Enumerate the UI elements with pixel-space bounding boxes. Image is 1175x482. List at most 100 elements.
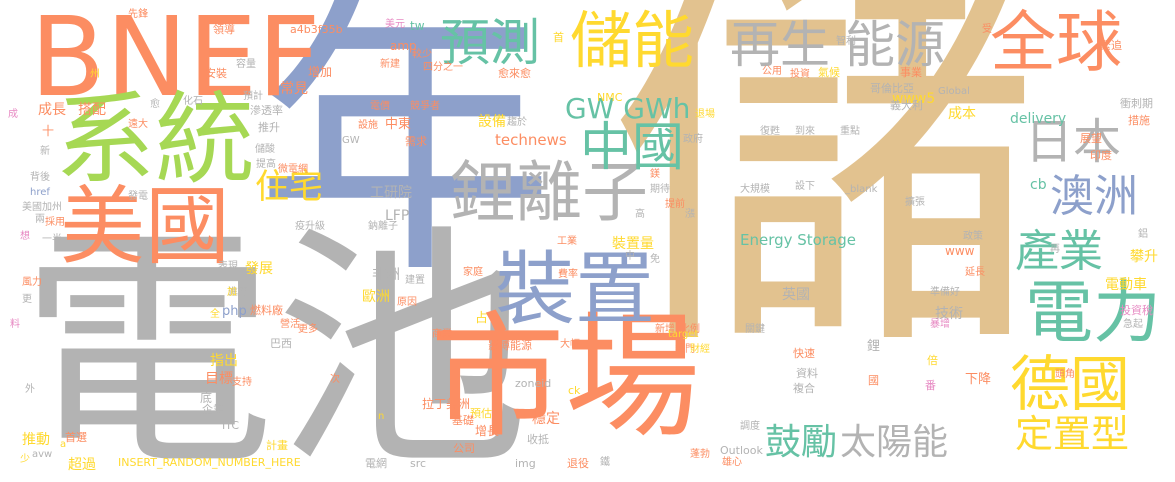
cloud-word: 電網 bbox=[365, 457, 387, 470]
cloud-word: 技術 bbox=[935, 306, 963, 322]
cloud-word: 急起 bbox=[1123, 319, 1143, 330]
cloud-word: 料 bbox=[10, 319, 20, 330]
cloud-word: 蓬勃 bbox=[690, 449, 710, 460]
cloud-word: 哥倫比亞 bbox=[870, 82, 914, 95]
cloud-word: 衝刺期 bbox=[1120, 97, 1153, 110]
cloud-word: 英國 bbox=[782, 287, 810, 303]
cloud-word: INSERT_RANDOM_NUMBER_HERE bbox=[118, 456, 301, 469]
cloud-word: 少 bbox=[20, 454, 30, 465]
cloud-word: LFP bbox=[385, 208, 410, 224]
cloud-word: 發展 bbox=[245, 261, 273, 277]
cloud-word: 燃料廠 bbox=[250, 304, 283, 317]
cloud-word: 州 bbox=[90, 69, 100, 80]
cloud-word: php bbox=[222, 304, 247, 319]
cloud-word: 電動車 bbox=[1105, 277, 1147, 293]
cloud-word: 裝置 bbox=[495, 243, 655, 336]
cloud-word: 四分之一 bbox=[423, 62, 463, 73]
cloud-word: 採用 bbox=[45, 217, 65, 228]
cloud-word: 雄心 bbox=[722, 457, 742, 468]
cloud-word: 十 bbox=[42, 124, 55, 138]
cloud-word: 趨於 bbox=[507, 117, 527, 128]
cloud-word: zoneid bbox=[515, 377, 552, 390]
cloud-word: 成 bbox=[8, 109, 18, 120]
cloud-word: 電價 bbox=[370, 101, 390, 112]
cloud-word: ITC bbox=[222, 419, 239, 432]
cloud-word: 表現 bbox=[218, 261, 238, 272]
cloud-word: 調度 bbox=[740, 421, 760, 432]
cloud-word: 全 bbox=[210, 309, 220, 320]
cloud-word: 準備好 bbox=[930, 287, 960, 298]
cloud-word: 擴張 bbox=[905, 197, 925, 208]
cloud-word: 一半 bbox=[42, 234, 62, 245]
cloud-word: 漲 bbox=[685, 209, 695, 220]
cloud-word: 影博能源 bbox=[488, 339, 532, 352]
cloud-word: 市場 bbox=[430, 299, 700, 456]
cloud-word: 鋰 bbox=[867, 339, 881, 354]
cloud-word: Energy Storage bbox=[740, 231, 856, 249]
cloud-word: 較少 bbox=[412, 49, 432, 60]
cloud-word: 遠大 bbox=[128, 119, 148, 130]
cloud-word: 免 bbox=[650, 254, 660, 265]
cloud-word: 鈉離子 bbox=[368, 221, 398, 232]
cloud-word: 印度 bbox=[1090, 149, 1112, 162]
cloud-word: 需求 bbox=[405, 135, 427, 148]
cloud-word: 定置型 bbox=[1015, 412, 1130, 456]
cloud-word: 預計 bbox=[243, 91, 263, 102]
cloud-word: 產業 bbox=[1015, 226, 1103, 277]
cloud-word: 愈來愈 bbox=[498, 67, 531, 80]
cloud-word: 占 bbox=[475, 311, 489, 326]
cloud-word: 新 bbox=[40, 146, 50, 157]
cloud-word: 儲酸 bbox=[255, 144, 275, 155]
cloud-word: 非洲 bbox=[372, 267, 400, 283]
cloud-word: target bbox=[668, 329, 699, 340]
cloud-word: 收抵 bbox=[527, 433, 549, 446]
cloud-word: 競爭者 bbox=[410, 101, 440, 112]
cloud-word: 退場 bbox=[695, 109, 715, 120]
cloud-word: 快速 bbox=[793, 347, 815, 360]
cloud-word: 比例 bbox=[680, 324, 700, 335]
cloud-word: 設備 bbox=[478, 114, 506, 130]
cloud-word: 美元 bbox=[385, 19, 405, 30]
cloud-word: _blank bbox=[845, 184, 878, 195]
cloud-word: 工業 bbox=[557, 236, 577, 247]
cloud-word: 搭配 bbox=[78, 102, 106, 118]
cloud-word: 化石 bbox=[183, 96, 203, 107]
cloud-word: 鼓勵 bbox=[765, 422, 838, 463]
cloud-word: 再 bbox=[1050, 244, 1060, 255]
cloud-word: 首 bbox=[553, 31, 564, 44]
cloud-word: 指出 bbox=[210, 353, 238, 369]
cloud-word: 公司 bbox=[453, 442, 475, 455]
cloud-word: avw bbox=[32, 449, 53, 460]
cloud-word: 安裝 bbox=[205, 67, 227, 80]
cloud-word: 預估 bbox=[470, 407, 492, 420]
cloud-word: 高 bbox=[635, 209, 645, 220]
cloud-word: 投資 bbox=[790, 69, 810, 80]
cloud-word: 提高 bbox=[256, 159, 276, 170]
cloud-word: 國 bbox=[868, 374, 879, 387]
cloud-word: 鋁 bbox=[1138, 229, 1148, 240]
cloud-word: www5 bbox=[892, 91, 936, 107]
cloud-word: n bbox=[378, 411, 385, 422]
cloud-word: 到來 bbox=[795, 126, 815, 137]
cloud-word: 中 bbox=[625, 251, 635, 262]
cloud-word: 基礎 bbox=[452, 414, 474, 427]
cloud-word: 歐洲 bbox=[362, 289, 390, 305]
cloud-word: 預測 bbox=[440, 14, 540, 72]
cloud-word: 受 bbox=[982, 24, 992, 35]
cloud-word: 工研院 bbox=[370, 185, 412, 201]
cloud-word: 能源 bbox=[845, 16, 945, 74]
cloud-word: 推升 bbox=[258, 121, 280, 134]
cloud-word: 關鍵 bbox=[745, 324, 765, 335]
cloud-word: 德國 bbox=[1010, 350, 1130, 420]
cloud-word: 背後 bbox=[30, 172, 50, 183]
cloud-word: a bbox=[60, 439, 67, 450]
cloud-word: 中東 bbox=[385, 117, 412, 132]
cloud-word: 疫升級 bbox=[295, 221, 325, 232]
cloud-word: 增加 bbox=[308, 65, 333, 79]
cloud-word: NMC bbox=[597, 91, 623, 104]
cloud-word: GW bbox=[342, 135, 360, 146]
cloud-word: 家庭 bbox=[463, 267, 483, 278]
cloud-word: 義大利 bbox=[890, 99, 923, 112]
cloud-word: 設下 bbox=[795, 181, 815, 192]
cloud-word: 微電網 bbox=[278, 164, 308, 175]
